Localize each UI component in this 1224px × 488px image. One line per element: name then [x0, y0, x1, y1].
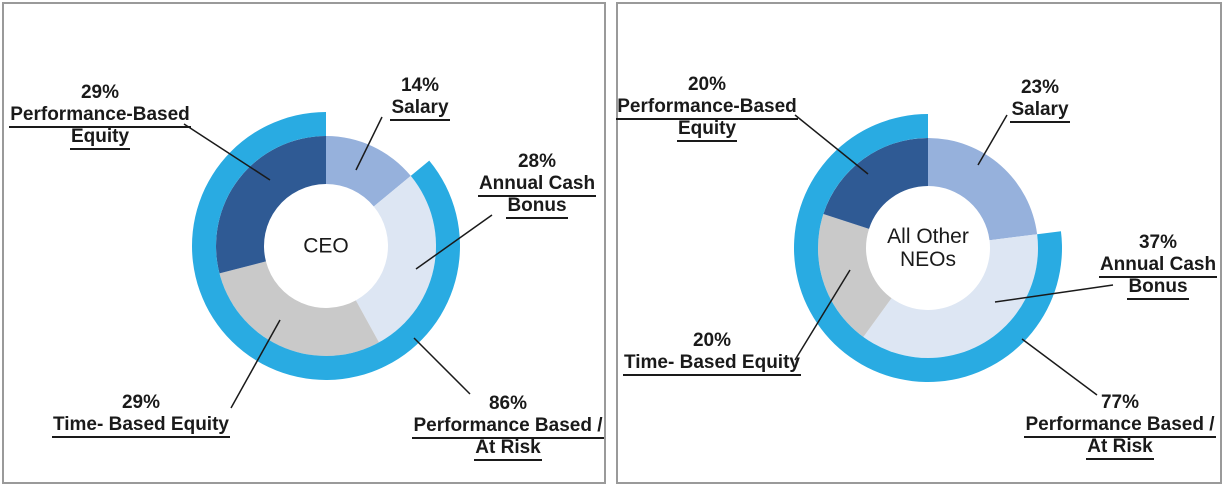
- callout-performance-based-equity: 20% Performance-Based Equity: [607, 74, 807, 142]
- callout-percentage: 37%: [1138, 232, 1178, 253]
- callout-label-line: Salary: [985, 99, 1095, 123]
- leader-line-performance-based-equity: [183, 123, 271, 181]
- callout-label-line: Performance Based /: [1020, 414, 1220, 438]
- leader-line-time-based-equity: [230, 319, 281, 409]
- callout-performance-based-equity: 29% Performance-Based Equity: [0, 82, 200, 150]
- callout-annual-cash-bonus: 37% Annual Cash Bonus: [1092, 232, 1224, 300]
- callout-percentage: 28%: [517, 151, 557, 172]
- segment-performance-based-equity: [216, 136, 326, 274]
- callout-percentage: 77%: [1100, 392, 1140, 413]
- callout-performance-based-at-risk: 77% Performance Based / At Risk: [1020, 392, 1220, 460]
- segment-annual-cash-bonus: [863, 234, 1038, 358]
- all-other-neos-chart-panel: All Other NEOs 23% Salary 37% Annual Cash Bo…: [616, 2, 1222, 484]
- callout-label-line: Bonus: [1092, 276, 1224, 300]
- ceo-donut-chart: [183, 111, 493, 409]
- callout-percentage: 23%: [1020, 77, 1060, 98]
- leader-line-salary: [355, 116, 383, 171]
- callout-label-line: Time- Based Equity: [36, 414, 246, 438]
- callout-label-line: Equity: [607, 118, 807, 142]
- callout-label-line: Annual Cash: [467, 173, 607, 197]
- callout-label-line: Performance-Based: [607, 96, 807, 120]
- callout-label-line: Performance-Based: [0, 104, 200, 128]
- segment-performance-based-equity: [823, 138, 928, 229]
- leader-line-performance-based-equity: [794, 114, 869, 175]
- segment-salary: [326, 136, 411, 207]
- callout-percentage: 29%: [121, 392, 161, 413]
- leader-line-annual-cash-bonus: [415, 214, 493, 270]
- leader-line-performance-based-at-risk: [1021, 338, 1098, 396]
- callout-label-line: Bonus: [467, 195, 607, 219]
- callout-time-based-equity: 20% Time- Based Equity: [607, 330, 817, 376]
- segment-time-based-equity: [817, 214, 892, 337]
- callout-annual-cash-bonus: 28% Annual Cash Bonus: [467, 151, 607, 219]
- callout-percentage: 20%: [687, 74, 727, 95]
- callout-salary: 23% Salary: [985, 77, 1095, 123]
- callout-label-line: Time- Based Equity: [607, 352, 817, 376]
- segment-annual-cash-bonus: [355, 175, 437, 343]
- callout-label-line: At Risk: [1020, 436, 1220, 460]
- callout-percentage: 20%: [692, 330, 732, 351]
- callout-label-line: Salary: [365, 97, 475, 121]
- ceo-chart-panel: CEO 14% Salary 28% Annual Cash Bonus 29% Time-…: [2, 2, 606, 484]
- callout-label-line: Equity: [0, 126, 200, 150]
- callout-percentage: 86%: [488, 393, 528, 414]
- callout-percentage: 14%: [400, 75, 440, 96]
- leader-line-performance-based-at-risk: [413, 337, 471, 395]
- leader-line-salary: [977, 114, 1008, 166]
- callout-label-line: At Risk: [408, 437, 608, 461]
- callout-time-based-equity: 29% Time- Based Equity: [36, 392, 246, 438]
- segment-time-based-equity: [219, 261, 379, 356]
- callout-label-line: Performance Based /: [408, 415, 608, 439]
- ceo-center-label: CEO: [303, 234, 349, 258]
- callout-performance-based-at-risk: 86% Performance Based / At Risk: [408, 393, 608, 461]
- callout-salary: 14% Salary: [365, 75, 475, 121]
- leader-line-time-based-equity: [794, 269, 851, 361]
- segment-salary: [928, 138, 1038, 241]
- callout-label-line: Annual Cash: [1092, 254, 1224, 278]
- callout-percentage: 29%: [80, 82, 120, 103]
- all-other-neos-donut-chart: [793, 114, 1114, 396]
- leader-line-annual-cash-bonus: [994, 284, 1114, 303]
- all-other-neos-center-label: All Other NEOs: [887, 225, 969, 271]
